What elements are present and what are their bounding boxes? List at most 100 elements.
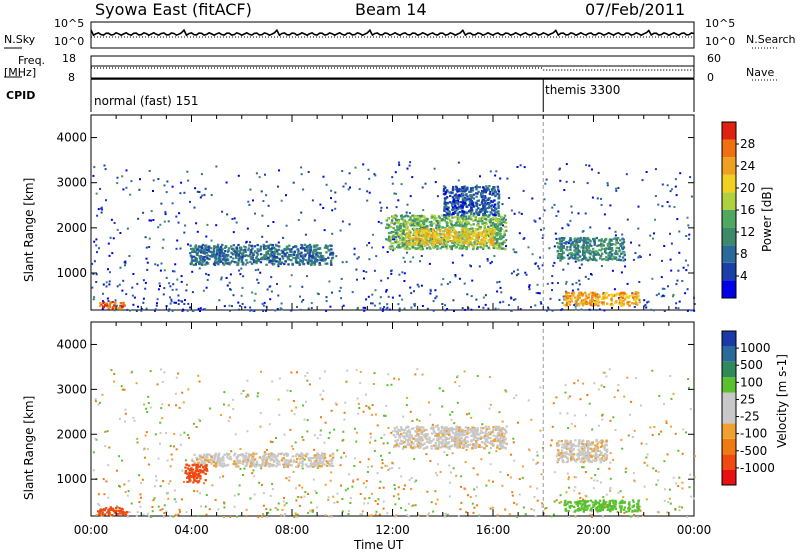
scatter-cell [283,514,286,517]
region-cell [285,245,289,248]
scatter-cell [257,281,260,284]
region-cell [460,239,463,242]
region-cell [485,189,488,192]
scatter-cell [551,425,554,428]
region-cell [411,219,414,222]
region-cell [451,204,454,207]
region-cell [481,219,484,222]
region-cell [314,249,317,252]
scatter-cell [204,505,207,508]
region-cell [422,233,426,236]
y-tick-label: 3000 [56,176,87,190]
region-cell [482,196,486,199]
region-cell [417,229,420,232]
region-cell [489,220,492,223]
region-cell [614,294,617,297]
region-cell [635,295,638,298]
region-cell [483,242,486,245]
scatter-cell [100,514,103,517]
region-cell [492,238,495,242]
scatter-cell [169,445,172,447]
region-cell [626,301,630,304]
scatter-cell [384,464,387,467]
scatter-cell [515,274,518,277]
region-cell [238,250,241,253]
scatter-cell [693,309,696,312]
region-cell [454,232,457,235]
region-cell [575,238,579,242]
scatter-cell [109,236,112,239]
scatter-cell [426,514,429,517]
region-cell [585,242,588,245]
region-cell [490,231,494,234]
scatter-cell [640,404,642,407]
region-cell [192,263,196,266]
scatter-cell [638,244,641,247]
scatter-cell [398,378,400,381]
scatter-cell [116,505,119,508]
scatter-cell [246,430,249,433]
scatter-cell [551,289,553,291]
scatter-cell [575,476,578,479]
region-cell [430,240,433,244]
region-cell [209,250,213,253]
region-cell [254,259,257,262]
scatter-cell [185,283,188,286]
scatter-cell [591,168,593,171]
scatter-cell [367,458,370,461]
region-cell [255,262,258,265]
region-cell [607,294,610,297]
region-cell [425,225,429,228]
scatter-cell [565,281,568,283]
region-cell [479,210,482,213]
region-cell [501,235,504,238]
region-cell [491,200,494,204]
region-cell [479,231,482,234]
region-cell [466,231,469,234]
scatter-cell [130,371,133,374]
scatter-cell [184,459,187,462]
region-cell [277,452,280,455]
region-cell [613,252,617,255]
scatter-cell [571,211,573,214]
scatter-cell [493,255,496,257]
region-cell [592,238,595,241]
region-cell [459,204,463,207]
region-cell [498,237,502,240]
region-cell [565,240,568,244]
scatter-cell [681,452,684,455]
scatter-cell [518,232,521,235]
region-cell [619,295,623,298]
region-cell [484,210,487,213]
region-cell [593,241,596,244]
region-cell [611,304,614,307]
region-cell [581,258,584,261]
region-cell [419,247,422,250]
scatter-cell [336,449,339,452]
scatter-cell [405,404,408,407]
scatter-cell [578,266,581,269]
scatter-cell [536,454,539,457]
scatter-cell [277,502,280,505]
scatter-cell [97,502,100,505]
scatter-cell [265,515,268,518]
scatter-cell [285,194,287,197]
region-cell [458,211,461,214]
region-cell [492,213,495,216]
region-cell [240,246,243,250]
scatter-cell [141,308,144,311]
region-cell [461,201,465,204]
region-cell [480,201,484,204]
region-cell [306,252,310,255]
scatter-cell [362,410,365,413]
region-cell [600,245,603,248]
scatter-cell [494,307,497,310]
region-cell [321,255,325,258]
scatter-cell [258,481,261,484]
scatter-cell [260,190,263,193]
scatter-cell [368,407,371,410]
scatter-cell [205,494,208,496]
region-cell [620,300,623,303]
region-cell [275,255,278,259]
scatter-cell [677,449,680,452]
